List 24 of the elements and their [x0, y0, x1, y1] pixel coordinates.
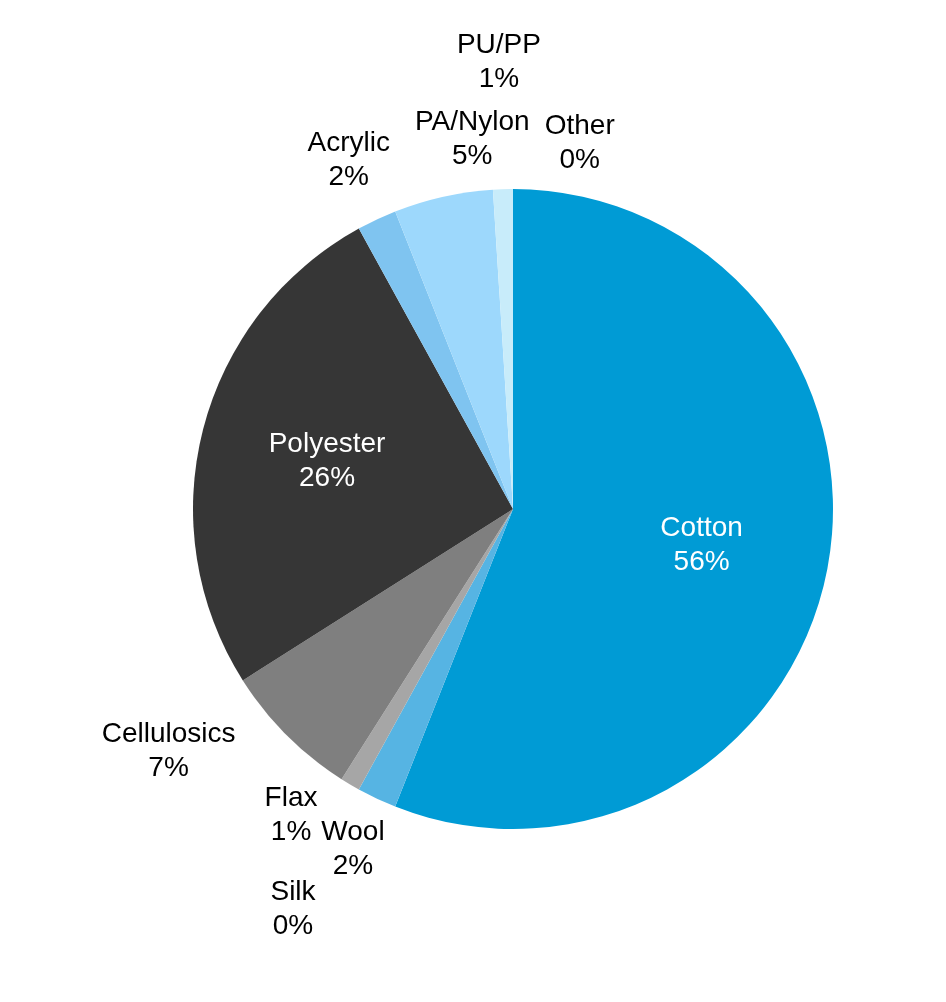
slice-label: PU/PP: [456, 28, 541, 60]
text: 0%: [559, 142, 600, 174]
data-label: 56%: [673, 544, 730, 576]
category-label: Silk: [270, 875, 316, 907]
data-label: 26%: [299, 461, 356, 493]
pie-slice: [193, 228, 513, 681]
data-label: 5%: [452, 138, 493, 170]
data-label: 1%: [270, 814, 312, 846]
pie-slice: [242, 509, 513, 780]
data-label: 7%: [148, 750, 189, 782]
text: 0%: [272, 909, 314, 941]
slice-label: Cellulosics: [101, 716, 236, 748]
data-label: 1%: [478, 62, 520, 94]
slice-label: Polyester: [268, 427, 386, 459]
slice-label: Acrylic: [307, 126, 390, 157]
category-label: Other: [544, 108, 615, 140]
data-label: 2%: [328, 160, 370, 191]
slice-label: Wool: [321, 815, 385, 847]
slice-label: Flax: [264, 780, 318, 812]
pie-slice: [395, 189, 513, 509]
data-label: 2%: [332, 849, 374, 881]
pie-slice: [395, 189, 833, 829]
slice-label: Cotton: [660, 510, 743, 542]
slice-label: PA/Nylon: [414, 104, 530, 136]
